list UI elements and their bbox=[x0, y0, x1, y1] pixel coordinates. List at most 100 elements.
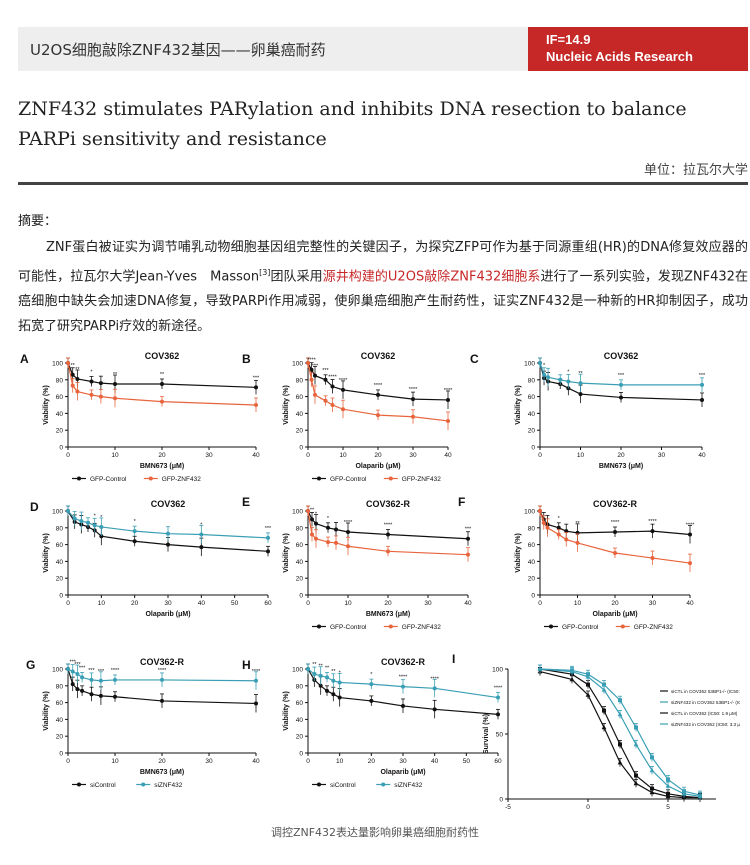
data-point bbox=[617, 711, 623, 717]
data-point bbox=[132, 539, 137, 544]
significance-mark: * bbox=[370, 672, 373, 678]
legend-label: GFP-Control bbox=[90, 476, 127, 483]
data-point bbox=[113, 382, 117, 386]
x-tick-label: 0 bbox=[66, 758, 70, 765]
data-point bbox=[318, 673, 323, 678]
y-tick-label: 100 bbox=[524, 509, 535, 516]
x-tick-label: 50 bbox=[231, 600, 239, 607]
data-point bbox=[538, 509, 542, 513]
legend-marker bbox=[317, 476, 321, 481]
x-tick-label: 40 bbox=[444, 452, 452, 459]
data-point bbox=[99, 534, 104, 539]
data-point bbox=[160, 677, 164, 682]
chart-title: COV362-R bbox=[381, 657, 426, 667]
significance-mark: *** bbox=[618, 373, 625, 379]
x-tick-label: 60 bbox=[264, 600, 272, 607]
data-point bbox=[254, 385, 258, 390]
data-point bbox=[411, 397, 415, 402]
x-tick-label: 20 bbox=[384, 600, 392, 607]
abstract-text-2: 团队采用 bbox=[270, 269, 323, 285]
data-point bbox=[334, 540, 338, 545]
data-point bbox=[346, 530, 350, 534]
abstract-text-3: 进行了一系列实验，发现ZNF432在癌细胞中缺失会加速DNA修复，导致PARPi… bbox=[18, 269, 748, 335]
data-point bbox=[650, 755, 654, 760]
data-point bbox=[199, 532, 204, 537]
legend-label: siControl bbox=[90, 782, 116, 789]
abstract-body: ZNF蛋白被证实为调节哺乳动物细胞基因组完整性的关键因子，为探究ZFP可作为基于… bbox=[18, 235, 748, 339]
data-point bbox=[309, 367, 314, 372]
data-point bbox=[89, 677, 94, 682]
data-point bbox=[75, 672, 80, 677]
y-tick-label: 20 bbox=[56, 428, 64, 435]
x-tick-label: 5 bbox=[666, 804, 670, 811]
abstract-text-1: ZNF蛋白被证实为调节哺乳动物细胞基因组完整性的关键因子，为探究ZFP可作为基于… bbox=[18, 240, 748, 285]
panel-letter: H bbox=[242, 658, 251, 672]
significance-mark: ** bbox=[310, 507, 315, 513]
y-tick-label: 50 bbox=[496, 732, 504, 739]
data-point bbox=[318, 683, 323, 688]
significance-mark: * bbox=[567, 369, 570, 375]
y-tick-label: 40 bbox=[56, 411, 64, 418]
data-point bbox=[634, 773, 638, 778]
data-point bbox=[466, 536, 470, 541]
significance-mark: *** bbox=[322, 368, 329, 374]
panel-letter: D bbox=[30, 500, 39, 514]
data-point bbox=[619, 382, 623, 387]
data-point bbox=[113, 677, 117, 682]
x-axis-label: BMN673 (μM) bbox=[140, 769, 184, 776]
significance-mark: * bbox=[94, 513, 97, 519]
data-point bbox=[700, 382, 704, 387]
significance-mark: *** bbox=[253, 375, 260, 381]
x-tick-label: 40 bbox=[252, 758, 260, 765]
significance-mark: * bbox=[543, 363, 546, 369]
data-point bbox=[613, 530, 617, 534]
significance-mark: ** bbox=[319, 664, 324, 670]
data-point bbox=[323, 398, 328, 403]
data-point bbox=[330, 384, 335, 389]
data-point bbox=[337, 695, 342, 700]
data-point bbox=[160, 698, 164, 703]
data-point bbox=[613, 551, 617, 555]
y-tick-label: 40 bbox=[296, 717, 304, 724]
data-point bbox=[601, 687, 607, 692]
paper-title: ZNF432 stimulates PARylation and inhibit… bbox=[18, 98, 687, 150]
legend-marker bbox=[620, 624, 625, 629]
reference-marker[interactable]: [3] bbox=[259, 268, 271, 277]
x-tick-label: 0 bbox=[538, 600, 542, 607]
legend-label: GFP-ZNF432 bbox=[402, 624, 441, 631]
panel-g: G COV362-R 0 20 40 60 80 100 0 10 20 30 40 BMN673 (μM… bbox=[26, 657, 261, 789]
x-tick-label: 30 bbox=[658, 452, 666, 459]
y-tick-label: 80 bbox=[56, 683, 64, 690]
data-point bbox=[665, 793, 671, 799]
data-point bbox=[558, 377, 563, 382]
data-point bbox=[618, 742, 622, 747]
significance-mark: **** bbox=[339, 378, 348, 384]
data-point bbox=[98, 394, 103, 399]
y-tick-label: 100 bbox=[524, 361, 535, 368]
significance-mark: *** bbox=[79, 665, 86, 671]
y-tick-label: 0 bbox=[499, 797, 503, 804]
data-point bbox=[325, 675, 329, 680]
data-point bbox=[649, 789, 655, 795]
data-point bbox=[66, 509, 70, 513]
x-tick-label: 20 bbox=[374, 452, 382, 459]
data-point bbox=[312, 672, 317, 677]
x-tick-label: 10 bbox=[336, 758, 344, 765]
panel-d: D COV362 0 20 40 60 80 100 0 10 20 30 40 50 60 Olaparib… bbox=[30, 499, 272, 618]
data-point bbox=[545, 525, 550, 530]
series-line bbox=[539, 668, 701, 797]
x-tick-label: 10 bbox=[574, 600, 582, 607]
significance-mark: **** bbox=[399, 675, 408, 681]
panel-letter: A bbox=[20, 352, 29, 366]
significance-mark: ** bbox=[75, 367, 80, 373]
significance-mark: **** bbox=[611, 520, 620, 526]
y-tick-label: 40 bbox=[296, 559, 304, 566]
y-axis-label: Survival (%) bbox=[483, 714, 490, 754]
data-point bbox=[314, 536, 318, 541]
series-line bbox=[539, 668, 701, 799]
data-point bbox=[700, 397, 704, 402]
x-axis-label: BMN673 (μM) bbox=[599, 463, 643, 470]
y-tick-label: 80 bbox=[56, 377, 64, 384]
data-point bbox=[75, 376, 80, 381]
